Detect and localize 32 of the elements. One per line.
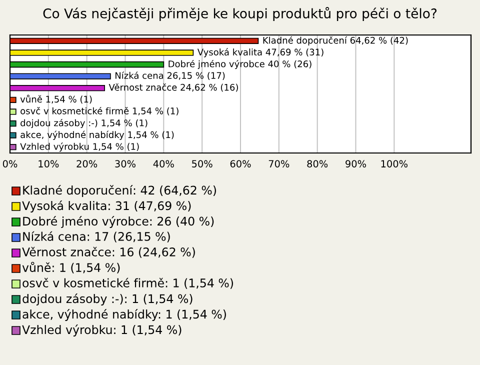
text: Nízká cena: 17 (26,15 %) [23, 231, 170, 242]
category-label: Kladné doporučení 64,62 % (42) [263, 36, 408, 46]
x-tick-label: 60% [230, 160, 251, 168]
x-tick-label: 90% [346, 160, 366, 168]
text: Dobré jméno výrobce: 26 (40 %) [23, 216, 214, 228]
category-label: Dobré jméno výrobce 40 % (26) [168, 60, 312, 70]
x-tick-label: 20% [76, 160, 98, 168]
x-tick-label: 30% [115, 160, 136, 168]
category-label: Věrnost značce 24,62 % (16) [108, 83, 238, 92]
x-tick-label: 100% [381, 160, 408, 168]
text: vůně: 1 (1,54 %) [22, 262, 120, 274]
category-label: dojdou zásoby :-) 1,54 % (1) [20, 118, 148, 128]
category-label: akce, výhodné nabídky 1,54 % (1) [20, 130, 174, 140]
chart-title: Co Vás nejčastěji přiměje ke koupi produktů pro péči o tělo? [43, 7, 437, 21]
x-tick-label: 80% [307, 160, 328, 168]
x-tick-label: 40% [153, 160, 174, 168]
text: Vysoká kvalita: 31 (47,69 %) [22, 200, 191, 212]
x-tick-label: 0% [2, 160, 18, 168]
x-tick-label: 70% [268, 160, 290, 168]
category-label: Nízká cena 26,15 % (17) [116, 72, 225, 80]
text: Kladné doporučení: 42 (64,62 %) [23, 185, 216, 197]
category-label: Vysoká kvalita 47,69 % (31) [197, 48, 324, 58]
category-label: osvč v kosmetické firmě 1,54 % (1) [20, 106, 178, 116]
text: osvč v kosmetické firmě: 1 (1,54 %) [22, 278, 234, 289]
x-tick-label: 10% [38, 160, 59, 168]
x-tick-label: 50% [192, 160, 212, 168]
category-label: Vzhled výrobku 1,54 % (1) [20, 142, 139, 152]
text: dojdou zásoby :-): 1 (1,54 %) [22, 294, 192, 306]
text: Vzhled výrobku: 1 (1,54 %) [22, 324, 182, 336]
text: Věrnost značce: 16 (24,62 %) [22, 246, 195, 258]
category-label: vůně 1,54 % (1) [20, 94, 92, 104]
text: akce, výhodné nabídky: 1 (1,54 %) [22, 309, 226, 321]
